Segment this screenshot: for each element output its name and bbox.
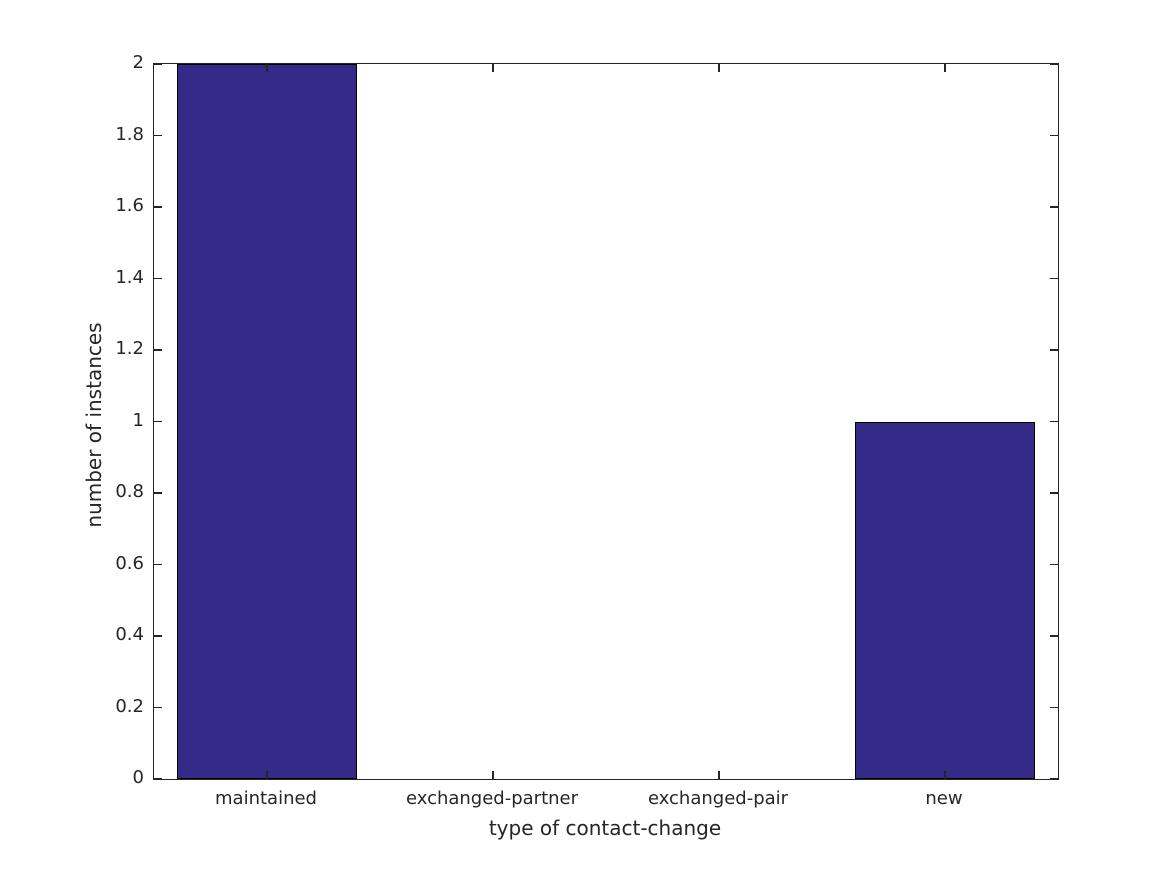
y-tick-right — [1050, 134, 1058, 137]
y-tick-left — [154, 563, 162, 566]
y-tick-left — [154, 420, 162, 423]
y-tick-right — [1050, 492, 1058, 494]
x-tick-top — [266, 64, 268, 72]
plot-area — [153, 63, 1059, 780]
x-tick-bottom — [492, 771, 494, 779]
bar-new — [854, 421, 1036, 779]
y-tick-right — [1050, 706, 1058, 709]
y-tick-right — [1050, 420, 1058, 423]
y-tick-label: 0.2 — [115, 695, 144, 717]
x-tick-bottom — [266, 771, 268, 779]
y-tick-label: 0.6 — [115, 552, 144, 574]
y-tick-label: 1 — [132, 409, 144, 431]
x-tick-bottom — [944, 771, 946, 779]
y-tick-right — [1050, 635, 1058, 637]
y-tick-left — [154, 778, 162, 780]
y-tick-right — [1050, 206, 1058, 208]
y-tick-label: 1.2 — [115, 338, 144, 359]
x-tick-top — [944, 64, 946, 72]
y-tick-label: 1.6 — [115, 195, 144, 216]
y-tick-right — [1050, 778, 1058, 780]
y-tick-left — [154, 277, 162, 280]
y-tick-label: 1.4 — [115, 266, 144, 288]
x-tick-label: maintained — [215, 788, 317, 809]
y-tick-label: 0.8 — [115, 481, 144, 502]
y-tick-right — [1050, 563, 1058, 566]
x-axis-label: type of contact-change — [488, 816, 722, 840]
y-tick-left — [154, 134, 162, 137]
y-tick-right — [1050, 63, 1058, 65]
bar-maintained — [176, 64, 358, 779]
y-tick-label: 0.4 — [115, 624, 144, 645]
x-tick-label: new — [925, 788, 963, 809]
y-tick-label: 0 — [132, 767, 144, 788]
x-tick-top — [718, 64, 720, 72]
x-tick-top — [492, 64, 494, 72]
y-tick-left — [154, 206, 162, 208]
y-tick-left — [154, 706, 162, 709]
x-tick-bottom — [718, 771, 720, 779]
y-tick-right — [1050, 277, 1058, 280]
x-tick-label: exchanged-partner — [405, 788, 579, 809]
y-tick-right — [1050, 349, 1058, 351]
y-tick-left — [154, 635, 162, 637]
y-tick-left — [154, 492, 162, 494]
y-tick-left — [154, 349, 162, 351]
y-tick-left — [154, 63, 162, 65]
x-tick-label: exchanged-pair — [647, 788, 789, 809]
y-tick-label: 2 — [132, 52, 144, 73]
y-tick-label: 1.8 — [115, 123, 144, 145]
